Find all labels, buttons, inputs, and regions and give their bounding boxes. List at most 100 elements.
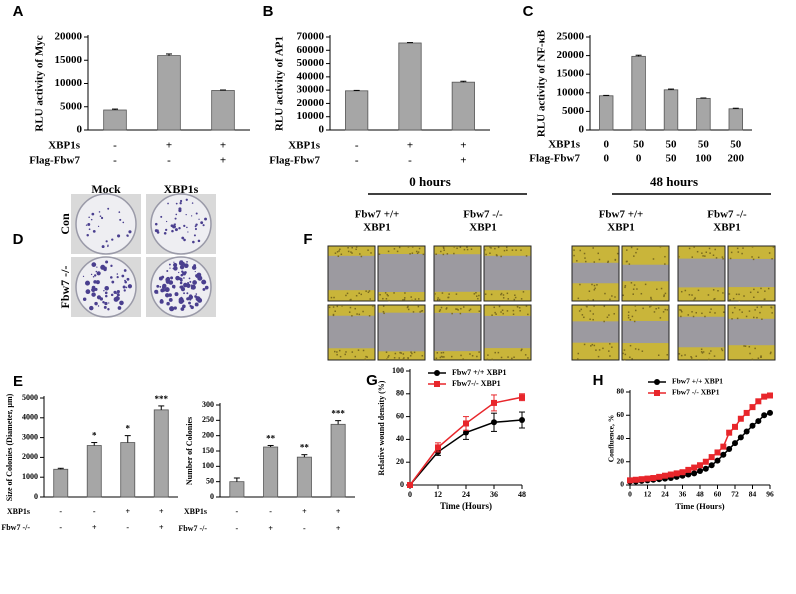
colony bbox=[91, 212, 95, 216]
cell-speck bbox=[412, 311, 415, 313]
bar bbox=[345, 90, 369, 131]
colony bbox=[197, 275, 203, 281]
cell-speck bbox=[489, 246, 491, 248]
panel-letter: B bbox=[263, 3, 274, 20]
cell-speck bbox=[403, 298, 406, 301]
colony bbox=[168, 293, 172, 297]
cell-speck bbox=[350, 298, 352, 301]
column-label: XBP1 bbox=[363, 222, 391, 234]
cell-speck bbox=[366, 356, 368, 358]
colony bbox=[88, 228, 91, 231]
colony bbox=[171, 229, 174, 233]
cell-speck bbox=[708, 358, 710, 361]
cell-speck bbox=[402, 353, 405, 355]
error-bar bbox=[166, 53, 172, 56]
cell-speck bbox=[597, 252, 599, 255]
cell-speck bbox=[659, 246, 662, 248]
cell-speck bbox=[592, 313, 595, 315]
colony bbox=[162, 283, 167, 289]
cell-speck bbox=[633, 284, 636, 286]
y-tick-label: 60 bbox=[396, 411, 404, 420]
column-label: Fbw7 +/+ bbox=[599, 209, 644, 221]
cell-speck bbox=[485, 253, 487, 256]
colony bbox=[99, 215, 102, 217]
cell-speck bbox=[624, 284, 627, 287]
cell-speck bbox=[354, 307, 356, 310]
colony bbox=[111, 238, 114, 241]
marker bbox=[691, 470, 698, 477]
bar bbox=[86, 445, 102, 498]
cell-speck bbox=[513, 356, 515, 358]
cell-speck bbox=[445, 307, 448, 309]
marker bbox=[685, 471, 692, 478]
error-bar bbox=[233, 477, 240, 482]
cell-speck bbox=[583, 343, 586, 346]
cell-speck bbox=[664, 255, 666, 258]
cell-speck bbox=[512, 313, 515, 316]
cell-speck bbox=[602, 347, 604, 350]
marker bbox=[434, 381, 440, 387]
row-label: Fbw7 -/- bbox=[58, 266, 72, 309]
column-label: XBP1 bbox=[607, 222, 635, 234]
cell-speck bbox=[334, 310, 336, 312]
cell-speck bbox=[752, 258, 755, 261]
cell-speck bbox=[438, 310, 441, 312]
cell-speck bbox=[442, 246, 445, 248]
cell-speck bbox=[491, 358, 493, 361]
colony bbox=[107, 207, 110, 210]
panel-letter: H bbox=[593, 372, 604, 389]
cell-speck bbox=[407, 357, 409, 359]
y-tick-label: 20000 bbox=[557, 49, 585, 61]
cell-speck bbox=[609, 298, 611, 301]
wound bbox=[484, 315, 531, 349]
cell-speck bbox=[362, 310, 364, 313]
cell-speck bbox=[577, 352, 580, 355]
cell-speck bbox=[738, 309, 741, 311]
cell-speck bbox=[756, 316, 758, 319]
cell-speck bbox=[383, 312, 385, 315]
cell-speck bbox=[641, 350, 644, 352]
colony bbox=[110, 293, 114, 297]
colony bbox=[98, 211, 101, 213]
cell-speck bbox=[399, 351, 401, 354]
cell-speck bbox=[469, 308, 472, 311]
colony bbox=[122, 221, 125, 224]
colony bbox=[103, 290, 105, 292]
cell-speck bbox=[440, 250, 442, 253]
x-tick-label: 72 bbox=[731, 490, 739, 499]
colony bbox=[154, 289, 159, 294]
x-tick-label: 84 bbox=[749, 490, 757, 499]
cell-speck bbox=[745, 315, 748, 318]
wound bbox=[728, 258, 775, 288]
bar bbox=[598, 95, 614, 131]
cell-speck bbox=[609, 343, 611, 345]
bar bbox=[211, 90, 235, 131]
colony bbox=[204, 285, 209, 290]
cell-speck bbox=[460, 307, 462, 310]
series-line bbox=[409, 396, 523, 486]
colony bbox=[183, 292, 185, 295]
wound bbox=[434, 312, 481, 352]
cell-speck bbox=[692, 315, 695, 318]
condition-value: - bbox=[59, 507, 62, 516]
cell-speck bbox=[418, 298, 420, 300]
cell-speck bbox=[496, 254, 498, 257]
cell-speck bbox=[506, 310, 509, 312]
colony bbox=[183, 277, 185, 279]
cell-speck bbox=[713, 298, 715, 300]
cell-speck bbox=[527, 313, 529, 316]
cell-speck bbox=[500, 292, 503, 295]
condition-name: Fbw7 -/- bbox=[178, 524, 207, 533]
cell-speck bbox=[402, 299, 404, 301]
cell-speck bbox=[651, 299, 653, 302]
colony bbox=[187, 231, 189, 233]
cell-speck bbox=[587, 299, 589, 302]
colony bbox=[204, 281, 207, 284]
cell-speck bbox=[462, 358, 464, 360]
cell-speck bbox=[627, 311, 630, 313]
condition-value: + bbox=[336, 507, 341, 516]
cell-speck bbox=[411, 252, 414, 254]
condition-value: + bbox=[268, 524, 273, 533]
wound bbox=[622, 320, 669, 344]
cell-speck bbox=[337, 255, 340, 257]
